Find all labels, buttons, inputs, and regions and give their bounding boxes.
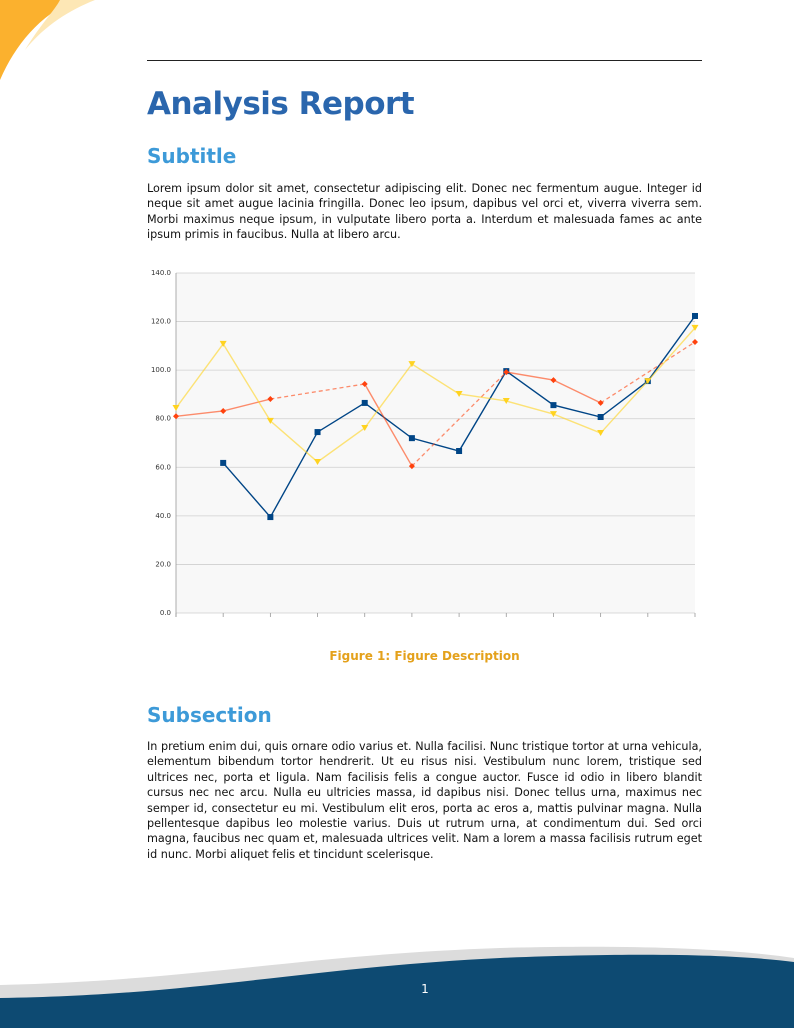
marker — [220, 459, 227, 466]
marker — [408, 361, 416, 368]
marker — [314, 458, 322, 465]
marker — [644, 378, 652, 385]
paragraph: In pretium enim dui, quis ornare odio va… — [147, 740, 702, 861]
marker — [549, 411, 557, 418]
y-tick-label: 20.0 — [155, 560, 171, 568]
marker — [456, 448, 463, 455]
series-line — [175, 327, 696, 463]
title: Analysis Report — [147, 86, 415, 122]
page-number: 1 — [421, 982, 429, 996]
marker — [597, 399, 604, 406]
marker — [550, 377, 557, 384]
marker — [503, 369, 510, 376]
figure-caption: Figure 1: Figure Description — [329, 649, 520, 663]
heading: Subsection — [147, 703, 272, 727]
y-tick-label: 80.0 — [155, 415, 171, 423]
chart: 0.0 20.0 40.0 60.0 80.0 100.0 120.0 140.0 — [151, 269, 699, 617]
gap-connector — [600, 341, 696, 404]
marker — [502, 397, 510, 404]
marker — [550, 402, 557, 409]
marker — [692, 338, 698, 345]
marker — [314, 429, 321, 436]
marker — [361, 399, 368, 406]
marker — [408, 435, 415, 442]
y-tick-label: 60.0 — [155, 463, 171, 471]
marker — [408, 463, 415, 470]
marker — [219, 340, 227, 347]
heading: Subtitle — [147, 144, 237, 168]
marker — [172, 405, 180, 412]
marker — [597, 430, 605, 437]
marker — [691, 324, 699, 331]
y-tick-label: 100.0 — [151, 366, 171, 374]
y-tick-label: 120.0 — [151, 318, 171, 326]
top-rule — [147, 60, 702, 61]
y-tick-label: 0.0 — [160, 609, 171, 617]
y-tick-label: 40.0 — [155, 512, 171, 520]
marker — [361, 380, 368, 387]
marker — [266, 417, 274, 424]
y-tick-label: 140.0 — [151, 269, 171, 277]
gap-connector — [411, 371, 507, 467]
plot-area — [176, 273, 695, 613]
marker — [597, 414, 604, 421]
gap-connector — [270, 383, 365, 400]
marker — [220, 407, 227, 414]
marker — [692, 312, 698, 319]
marker — [361, 424, 369, 431]
marker — [267, 514, 274, 521]
marker — [173, 413, 179, 420]
marker — [267, 396, 274, 403]
marker — [455, 390, 463, 397]
paragraph: Lorem ipsum dolor sit amet, consectetur … — [147, 182, 702, 242]
